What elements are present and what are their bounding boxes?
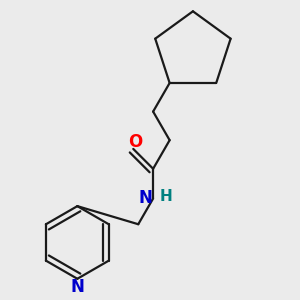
Text: N: N xyxy=(70,278,84,296)
Text: O: O xyxy=(128,133,142,151)
Text: H: H xyxy=(160,189,173,204)
Text: N: N xyxy=(139,190,153,208)
